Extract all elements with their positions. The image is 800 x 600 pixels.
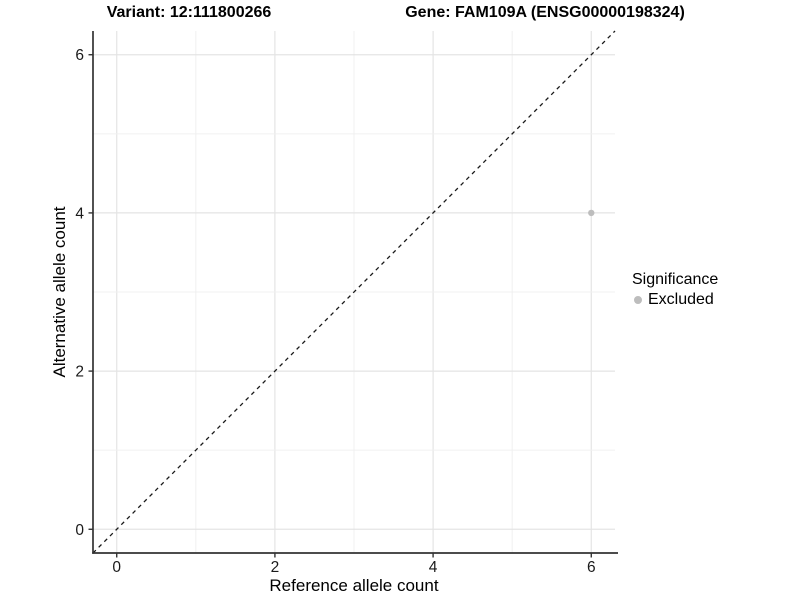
variant-title: Variant: 12:111800266 [106,4,272,21]
legend: Significance Excluded [632,271,718,309]
legend-item-excluded: Excluded [632,291,718,309]
y-tick-label: 0 [75,522,84,539]
legend-title: Significance [632,271,719,288]
y-tick-label: 6 [75,47,84,64]
y-axis-title: Alternative allele count [50,206,69,378]
data-point [588,209,595,217]
x-tick-label: 6 [587,559,596,576]
identity-dashed-line [92,30,616,554]
legend-item-label: Excluded [648,291,714,308]
gene-title: Gene: FAM109A (ENSG00000198324) [405,4,685,21]
x-tick-label: 0 [112,559,121,576]
y-tick-label: 2 [75,364,84,381]
x-axis-title: Reference allele count [269,576,439,595]
excluded-point-icon [634,296,642,304]
y-tick-label: 4 [75,205,84,222]
x-tick-label: 2 [271,559,280,576]
x-tick-label: 4 [429,559,438,576]
